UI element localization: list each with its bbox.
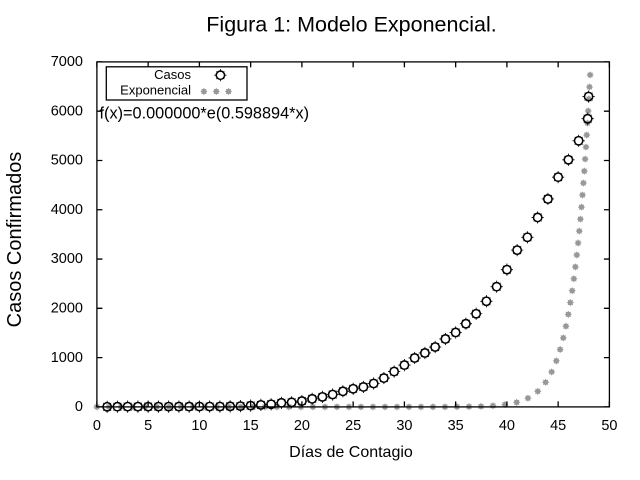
svg-text:Días de Contagio: Días de Contagio bbox=[289, 444, 413, 461]
svg-text:f(x)=0.000000*e(0.598894*x): f(x)=0.000000*e(0.598894*x) bbox=[100, 104, 310, 122]
svg-text:Exponencial: Exponencial bbox=[120, 83, 191, 98]
svg-text:Casos: Casos bbox=[154, 67, 191, 82]
svg-text:6000: 6000 bbox=[51, 103, 83, 119]
svg-text:40: 40 bbox=[499, 418, 515, 434]
svg-text:10: 10 bbox=[191, 418, 207, 434]
svg-text:50: 50 bbox=[601, 418, 617, 434]
svg-text:1000: 1000 bbox=[51, 350, 83, 366]
svg-text:20: 20 bbox=[294, 418, 310, 434]
svg-text:4000: 4000 bbox=[51, 202, 83, 218]
svg-text:Casos Confirmados: Casos Confirmados bbox=[4, 152, 26, 328]
svg-text:7000: 7000 bbox=[51, 54, 83, 70]
svg-text:0: 0 bbox=[75, 399, 83, 415]
svg-text:5: 5 bbox=[144, 418, 152, 434]
svg-text:35: 35 bbox=[448, 418, 464, 434]
svg-text:30: 30 bbox=[396, 418, 412, 434]
svg-text:2000: 2000 bbox=[51, 301, 83, 317]
svg-text:3000: 3000 bbox=[51, 251, 83, 267]
svg-text:5000: 5000 bbox=[51, 153, 83, 169]
svg-text:45: 45 bbox=[550, 418, 566, 434]
svg-text:25: 25 bbox=[345, 418, 361, 434]
svg-text:0: 0 bbox=[93, 418, 101, 434]
svg-text:Figura 1: Modelo Exponencial.: Figura 1: Modelo Exponencial. bbox=[206, 12, 496, 36]
svg-text:15: 15 bbox=[243, 418, 259, 434]
